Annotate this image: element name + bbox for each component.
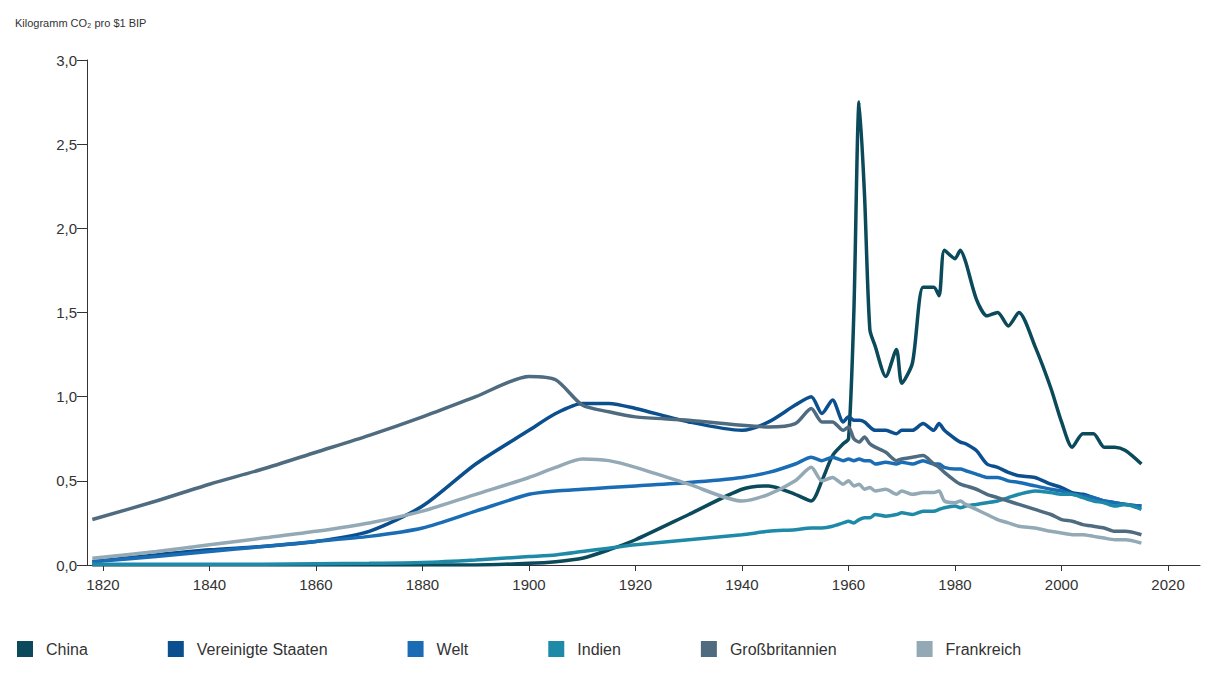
svg-text:1920: 1920 [619,576,652,593]
svg-text:3,0: 3,0 [56,52,77,69]
svg-text:Welt: Welt [437,641,469,658]
svg-text:2000: 2000 [1045,576,1078,593]
svg-text:2020: 2020 [1151,576,1184,593]
svg-text:1980: 1980 [938,576,971,593]
svg-text:1900: 1900 [512,576,545,593]
svg-text:2,5: 2,5 [56,136,77,153]
svg-text:1,5: 1,5 [56,304,77,321]
svg-text:1820: 1820 [86,576,119,593]
svg-text:Kilogramm CO₂ pro $1 BIP: Kilogramm CO₂ pro $1 BIP [15,17,146,29]
svg-text:Vereinigte Staaten: Vereinigte Staaten [197,641,328,658]
svg-text:0,5: 0,5 [56,472,77,489]
svg-text:China: China [46,641,88,658]
svg-text:1840: 1840 [193,576,226,593]
svg-text:2,0: 2,0 [56,220,77,237]
svg-text:Großbritannien: Großbritannien [730,641,837,658]
svg-text:Frankreich: Frankreich [946,641,1022,658]
svg-text:1860: 1860 [299,576,332,593]
svg-text:1960: 1960 [832,576,865,593]
svg-text:Indien: Indien [577,641,621,658]
svg-text:1,0: 1,0 [56,388,77,405]
svg-text:0,0: 0,0 [56,557,77,574]
svg-text:1940: 1940 [725,576,758,593]
svg-text:1880: 1880 [406,576,439,593]
